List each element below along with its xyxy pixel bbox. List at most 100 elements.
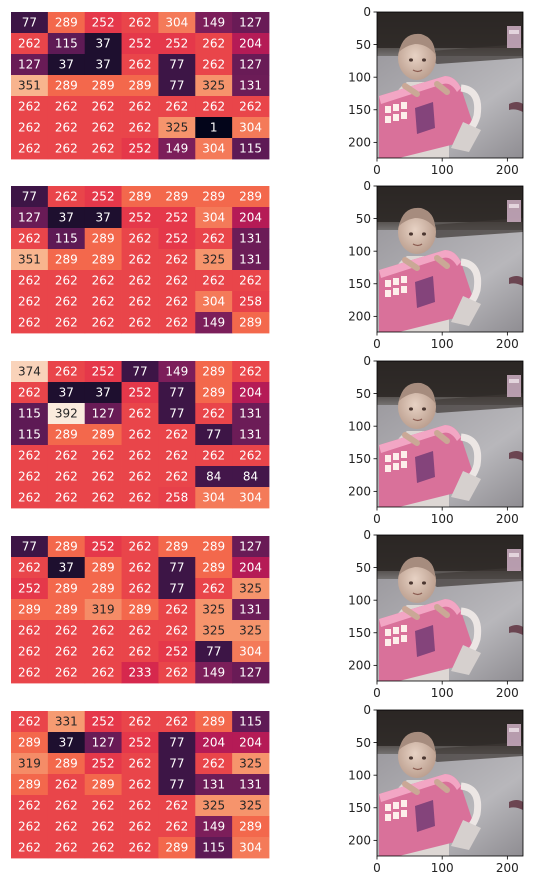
heatmap-cell <box>158 382 196 404</box>
heatmap-cell <box>232 117 270 139</box>
y-tick-label: 100 <box>348 244 371 258</box>
heatmap-cell <box>232 75 270 97</box>
cell-value-label: 262 <box>18 645 41 659</box>
cell-value-label: 77 <box>132 365 147 379</box>
heatmap-cell <box>195 138 233 160</box>
heatmap-cell <box>158 466 196 488</box>
heatmap-cell <box>158 662 196 684</box>
x-tick-label: 0 <box>373 686 381 700</box>
cell-value-label: 252 <box>129 37 152 51</box>
heatmap-cell <box>47 732 86 754</box>
cell-value-label: 131 <box>202 778 225 792</box>
heatmap-cell <box>11 207 49 229</box>
cell-value-label: 37 <box>59 211 74 225</box>
x-tick-label: 200 <box>496 512 519 526</box>
cell-value-label: 262 <box>129 820 152 834</box>
cell-value-label: 252 <box>92 540 115 554</box>
heatmap-cell <box>195 732 233 754</box>
heatmap-cell <box>47 620 86 642</box>
cell-value-label: 262 <box>165 100 188 114</box>
cell-value-label: 262 <box>129 274 152 288</box>
heatmap-cell <box>158 557 196 579</box>
x-tick-label: 0 <box>373 861 381 875</box>
heatmap-cell <box>158 487 196 509</box>
y-tick-label: 100 <box>348 419 371 433</box>
cell-value-label: 252 <box>129 736 152 750</box>
cell-value-label: 131 <box>239 79 262 93</box>
child-photo <box>377 535 523 681</box>
heatmap-cell <box>121 445 159 467</box>
heatmap-cell <box>47 207 86 229</box>
heatmap-cell <box>158 620 196 642</box>
heatmap-cell <box>121 557 159 579</box>
cell-value-label: 304 <box>202 142 225 156</box>
heatmap-cell <box>47 33 86 55</box>
cell-value-label: 289 <box>239 190 262 204</box>
heatmap-cell <box>232 837 270 859</box>
y-tick-label: 150 <box>348 452 371 466</box>
cell-value-label: 289 <box>92 428 115 442</box>
cell-value-label: 258 <box>165 491 188 505</box>
x-tick-label: 100 <box>431 337 454 351</box>
heatmap-cell <box>11 753 49 775</box>
heatmap-cell <box>84 711 122 733</box>
heatmap-cell <box>195 774 233 796</box>
x-tick-label: 100 <box>431 861 454 875</box>
cell-value-label: 289 <box>129 603 152 617</box>
y-tick-label: 200 <box>348 659 371 673</box>
cell-value-label: 289 <box>55 253 78 267</box>
heatmap-cell <box>84 445 122 467</box>
cell-value-label: 131 <box>239 428 262 442</box>
heatmap-cell <box>158 312 196 334</box>
cell-value-label: 115 <box>55 37 78 51</box>
cell-value-label: 325 <box>202 79 225 93</box>
cell-value-label: 131 <box>239 603 262 617</box>
x-tick-label: 200 <box>496 337 519 351</box>
heatmap-cell <box>84 578 122 600</box>
heatmap-cell <box>84 536 122 558</box>
heatmap-cell <box>47 12 86 34</box>
cell-value-label: 149 <box>202 16 225 30</box>
heatmap-cell <box>158 403 196 425</box>
cell-value-label: 84 <box>243 470 258 484</box>
heatmap-cell <box>158 207 196 229</box>
heatmap-cell <box>84 774 122 796</box>
cell-value-label: 262 <box>18 449 41 463</box>
cell-value-label: 289 <box>202 386 225 400</box>
heatmap-cell <box>158 12 196 34</box>
cell-value-label: 262 <box>202 757 225 771</box>
heatmap-panel: 262 331 252 262 262 289 115 289 37 127 252 77 204 204… <box>11 711 270 859</box>
child-photo <box>377 361 523 507</box>
heatmap-cell <box>11 249 49 271</box>
heatmap-cell <box>84 620 122 642</box>
heatmap-cell <box>232 774 270 796</box>
cell-value-label: 262 <box>18 274 41 288</box>
cell-value-label: 252 <box>92 190 115 204</box>
cell-value-label: 262 <box>129 407 152 421</box>
y-tick-label: 200 <box>348 136 371 150</box>
cell-value-label: 289 <box>202 715 225 729</box>
y-tick-label: 100 <box>348 593 371 607</box>
heatmap-cell <box>232 186 270 208</box>
y-tick-label: 0 <box>363 354 371 368</box>
heatmap-cell <box>232 361 270 383</box>
heatmap-cell <box>195 361 233 383</box>
heatmap-cell <box>121 207 159 229</box>
cell-value-label: 289 <box>55 603 78 617</box>
heatmap-cell <box>158 186 196 208</box>
cell-value-label: 262 <box>129 470 152 484</box>
cell-value-label: 262 <box>129 449 152 463</box>
cell-value-label: 149 <box>202 820 225 834</box>
x-tick-label: 100 <box>431 163 454 177</box>
cell-value-label: 149 <box>202 316 225 330</box>
heatmap-cell <box>47 249 86 271</box>
heatmap-cell <box>11 837 49 859</box>
heatmap-cell <box>11 270 49 292</box>
cell-value-label: 252 <box>129 142 152 156</box>
heatmap-cell <box>11 138 49 160</box>
cell-value-label: 252 <box>92 365 115 379</box>
cell-value-label: 127 <box>18 211 41 225</box>
heatmap-cell <box>158 837 196 859</box>
heatmap-cell <box>47 837 86 859</box>
